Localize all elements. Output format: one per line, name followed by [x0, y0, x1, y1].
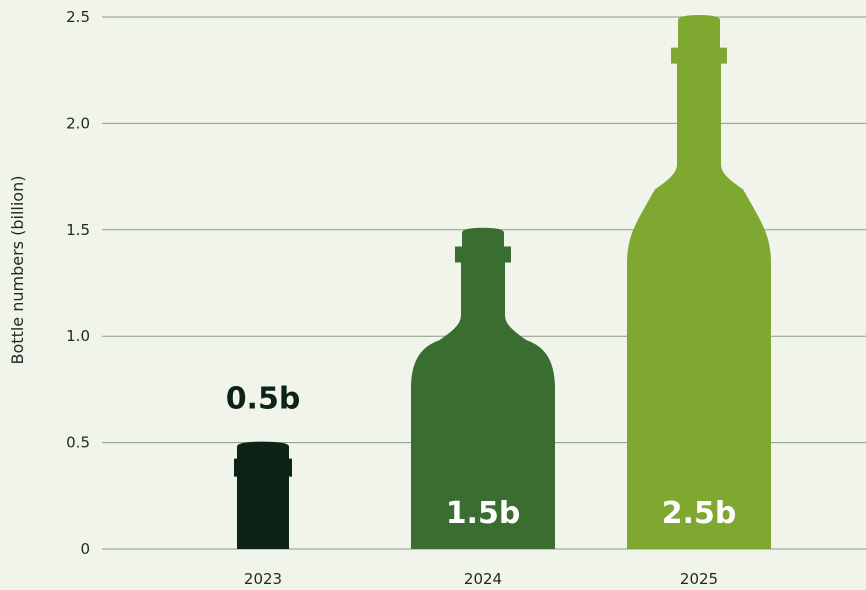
x-tick-label: 2024	[464, 570, 502, 588]
y-tick-label: 1.0	[66, 327, 90, 345]
x-axis-ticks: 2023 2024 2025	[244, 570, 718, 588]
bar-bottle-2024	[411, 227, 555, 550]
y-axis-ticks: 0 0.5 1.0 1.5 2.0 2.5	[66, 8, 90, 558]
data-label: 2.5b	[662, 496, 737, 531]
bottle-bars	[234, 15, 771, 550]
y-tick-label: 0	[80, 540, 90, 558]
bar-bottle-2023	[234, 441, 292, 549]
y-tick-label: 2.5	[66, 8, 90, 26]
data-labels: 0.5b 1.5b 2.5b	[226, 382, 737, 531]
x-tick-label: 2025	[680, 570, 718, 588]
y-axis-label: Bottle numbers (billion)	[8, 176, 27, 365]
y-tick-label: 1.5	[66, 221, 90, 239]
x-tick-label: 2023	[244, 570, 282, 588]
y-tick-label: 2.0	[66, 114, 90, 132]
y-tick-label: 0.5	[66, 434, 90, 452]
data-label: 0.5b	[226, 382, 301, 417]
data-label: 1.5b	[446, 496, 521, 531]
bar-bottle-2025	[627, 15, 771, 549]
